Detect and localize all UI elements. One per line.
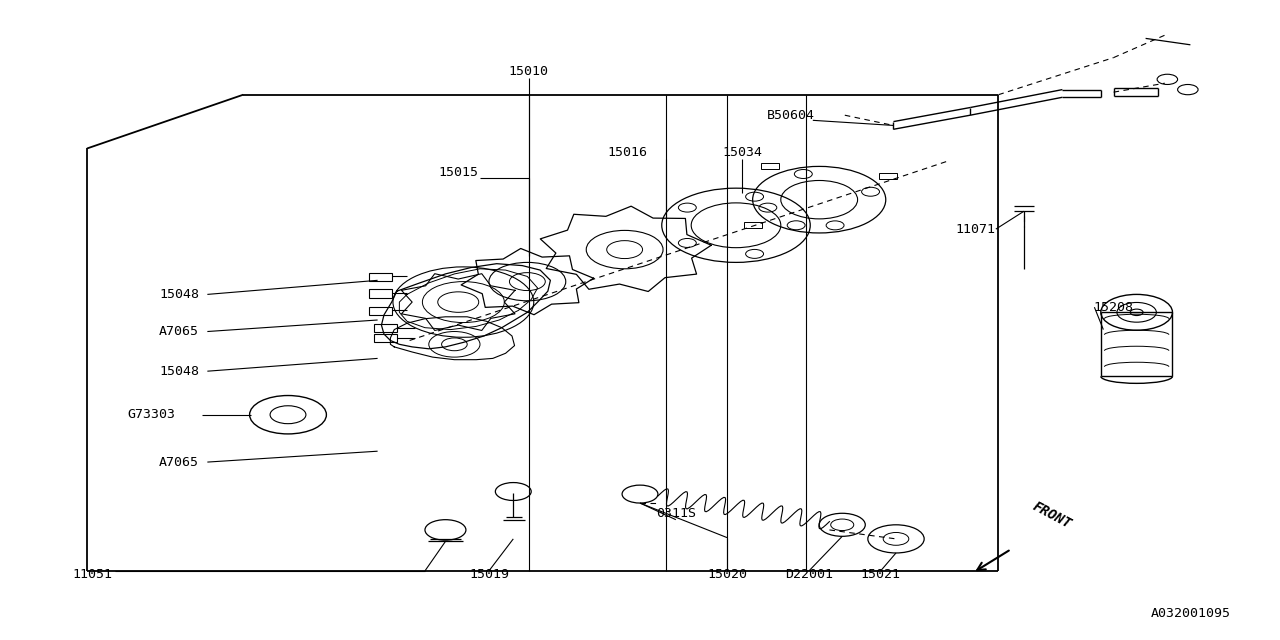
Text: A7065: A7065 xyxy=(159,325,200,338)
Text: 15021: 15021 xyxy=(860,568,901,581)
Text: 11071: 11071 xyxy=(955,223,996,236)
Text: FRONT: FRONT xyxy=(1030,499,1074,531)
Text: 15208: 15208 xyxy=(1093,301,1134,314)
Text: 15010: 15010 xyxy=(508,65,549,78)
Text: D22001: D22001 xyxy=(785,568,833,581)
Text: G73303: G73303 xyxy=(127,408,175,421)
Text: 15034: 15034 xyxy=(722,146,763,159)
Text: A032001095: A032001095 xyxy=(1151,607,1230,620)
Text: A7065: A7065 xyxy=(159,456,200,468)
Text: 0311S: 0311S xyxy=(655,507,696,520)
Text: 15015: 15015 xyxy=(438,166,479,179)
Text: 11051: 11051 xyxy=(72,568,113,581)
Text: 15016: 15016 xyxy=(607,146,648,159)
Text: 15019: 15019 xyxy=(468,568,509,581)
Text: 15048: 15048 xyxy=(159,365,200,378)
Text: B50604: B50604 xyxy=(767,109,815,122)
Text: 15048: 15048 xyxy=(159,288,200,301)
Text: 15020: 15020 xyxy=(707,568,748,581)
